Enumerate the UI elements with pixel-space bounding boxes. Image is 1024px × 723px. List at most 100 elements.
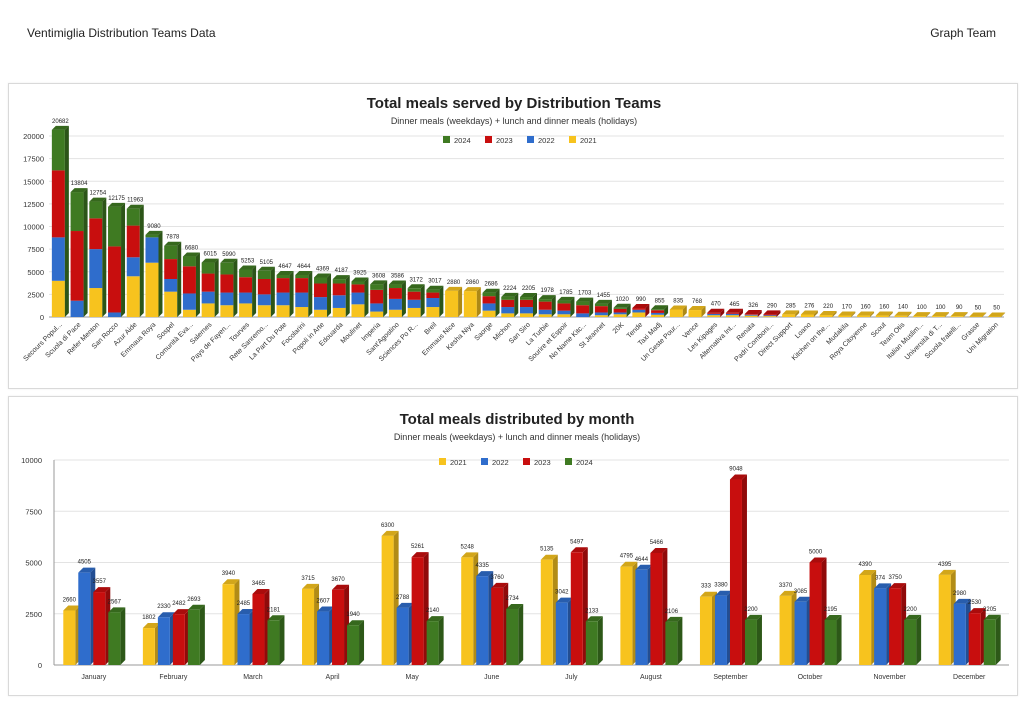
bar-stack-side [888, 311, 893, 317]
bar-total-label: 3017 [428, 279, 442, 285]
bar-stack-top [201, 258, 219, 263]
bar-value-label: 3715 [301, 576, 315, 582]
y-tick-label: 7500 [27, 245, 44, 254]
bar-2022 [351, 292, 365, 305]
y-tick-label: 0 [38, 661, 42, 670]
bar-stack-top [164, 241, 182, 246]
bar-2024-side [518, 603, 524, 665]
bar-2024-top [426, 616, 444, 622]
chart-teams-svg: Total meals served by Distribution Teams… [22, 95, 1006, 364]
bar-2023 [482, 296, 496, 304]
bar-2021 [381, 535, 394, 665]
bar-total-label: 7878 [166, 235, 180, 241]
y-tick-label: 15000 [23, 177, 44, 186]
bar-2024-top [904, 614, 922, 620]
bar-2023 [538, 301, 552, 310]
bar-2022 [317, 611, 330, 665]
bar-stack-top [576, 297, 594, 302]
bar-2022 [332, 295, 346, 308]
bar-stack-side [813, 310, 818, 317]
bar-2024 [501, 296, 515, 300]
bar-2023 [252, 593, 265, 665]
y-tick-label: 5000 [25, 559, 42, 568]
bar-stack-top [145, 230, 163, 235]
bar-2024 [983, 619, 996, 665]
bar-2023 [520, 299, 533, 308]
bar-total-label: 835 [673, 298, 684, 304]
bar-stack-top [894, 311, 912, 316]
bar-total-label: 5253 [241, 258, 255, 264]
bar-2023 [426, 292, 440, 298]
bar-2024 [108, 612, 121, 665]
bar-total-label: 220 [823, 304, 834, 310]
bar-2022 [520, 307, 533, 314]
bar-2021 [314, 309, 328, 317]
bar-2024 [351, 281, 365, 285]
bar-2024-side [836, 615, 842, 665]
bar-stack-top [669, 305, 687, 310]
month-label: July [565, 674, 578, 681]
bar-2024 [70, 192, 84, 232]
bar-total-label: 2880 [447, 280, 461, 286]
bar-2021 [164, 291, 178, 317]
bar-2024 [89, 201, 103, 219]
bar-2022 [257, 294, 271, 306]
bar-2022 [613, 312, 627, 315]
bar-stack-top [70, 188, 88, 193]
bar-value-label: 2485 [237, 601, 251, 607]
bar-2024-side [120, 607, 126, 665]
bar-2023 [744, 314, 758, 315]
bar-total-label: 4644 [297, 264, 311, 270]
bar-total-label: 768 [692, 299, 703, 305]
category-label: 20K [612, 321, 626, 335]
bar-value-label: 2607 [316, 599, 330, 605]
bar-2021 [63, 610, 76, 665]
bar-total-label: 1455 [597, 293, 611, 299]
bar-2023 [594, 306, 608, 313]
bar-2021 [445, 290, 459, 317]
bar-2023 [968, 613, 981, 665]
bar-stack-side [420, 284, 425, 317]
bar-2022-top [635, 564, 653, 570]
bar-stack-top [239, 265, 257, 270]
bar-stack-top [875, 311, 893, 316]
bar-value-label: 5261 [411, 544, 425, 550]
legend-swatch-2023 [485, 136, 492, 143]
bar-2024-top [744, 614, 762, 620]
bar-stack-side [195, 252, 200, 317]
bar-2024 [651, 309, 665, 311]
bar-2021 [142, 628, 155, 665]
bar-value-label: 2140 [426, 608, 440, 614]
bar-total-label: 3925 [353, 270, 367, 276]
bar-2022 [763, 315, 777, 317]
chart-panel-teams: Total meals served by Distribution Teams… [8, 83, 1018, 389]
bar-total-label: 90 [956, 305, 963, 311]
bar-2024 [164, 245, 178, 260]
bar-stack-side [701, 306, 706, 317]
legend-swatch-2024 [443, 136, 450, 143]
bar-stack-side [270, 266, 275, 317]
bar-2021 [520, 313, 533, 317]
bar-stack-top [257, 266, 275, 271]
bar-stack-side [102, 197, 107, 317]
bar-2021 [538, 314, 552, 317]
category-label: Emmaus Roya [120, 321, 157, 358]
bar-value-label: 1802 [142, 615, 156, 621]
bar-total-label: 3586 [391, 274, 405, 280]
bar-value-label: 2205 [983, 607, 997, 613]
bar-stack-top [108, 202, 126, 207]
bar-2023 [276, 278, 290, 293]
bar-stack-top [838, 311, 856, 316]
bar-value-label: 2200 [903, 607, 917, 613]
month-label: April [326, 674, 340, 681]
bar-total-label: 140 [898, 305, 909, 311]
bar-2023 [576, 305, 590, 314]
bar-stack-top [295, 270, 313, 275]
bar-stack-side [252, 265, 257, 317]
bar-2022 [555, 602, 568, 665]
bar-stack-top [220, 258, 238, 263]
bar-2023 [172, 614, 185, 665]
bar-value-label: 9048 [729, 467, 743, 473]
bar-2021 [295, 307, 309, 317]
bar-2021 [620, 566, 633, 665]
